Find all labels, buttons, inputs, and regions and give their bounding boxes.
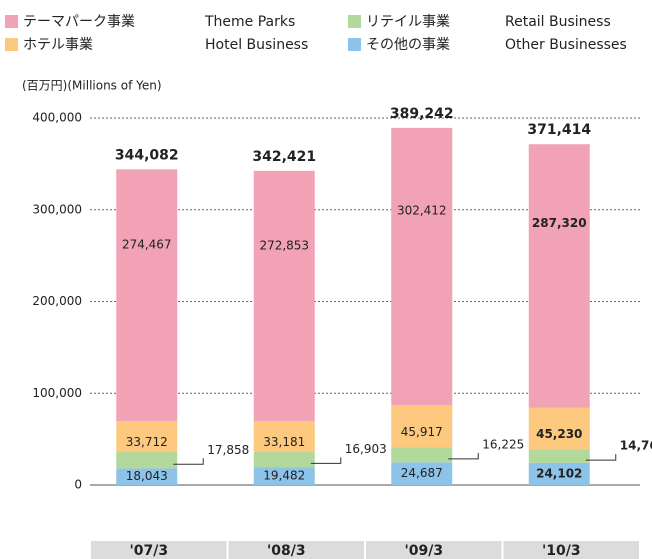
category-box <box>228 541 364 559</box>
legend-label: リテイル事業 <box>366 14 450 30</box>
bar-segment <box>116 468 178 485</box>
category-box <box>366 541 502 559</box>
bar-segment <box>391 447 453 463</box>
legend-label-en: Theme Parks <box>204 14 295 30</box>
value-label: 18,043 <box>126 469 168 483</box>
leader-line <box>585 454 617 461</box>
total-label: 342,421 <box>252 149 316 165</box>
legend-label-en: Other Businesses <box>505 37 627 53</box>
value-label: 19,482 <box>263 469 305 483</box>
bar-segment <box>116 452 178 469</box>
value-label: 16,903 <box>345 442 387 456</box>
value-label: 274,467 <box>122 237 172 251</box>
x-tick-label: '10/3 <box>542 543 581 559</box>
bar-segment <box>253 421 315 452</box>
leader-line <box>448 452 479 460</box>
y-tick-label: 400,000 <box>32 111 82 125</box>
total-label: 371,414 <box>527 122 591 138</box>
y-tick-label: 200,000 <box>32 294 82 308</box>
legend-label-en: Hotel Business <box>205 37 308 53</box>
x-tick-label: '09/3 <box>404 543 443 559</box>
legend-swatch <box>5 15 18 28</box>
legend-label: ホテル事業 <box>23 37 93 53</box>
value-label: 272,853 <box>259 238 309 252</box>
bar-segment <box>528 462 590 485</box>
value-label: 33,181 <box>263 435 305 449</box>
bar-segment <box>528 407 590 450</box>
legend-swatch <box>348 15 361 28</box>
bar-segment <box>116 169 178 422</box>
legend-label: テーマパーク事業 <box>23 14 135 30</box>
legend-swatch <box>5 38 18 51</box>
value-label: 14,760 <box>620 439 652 453</box>
total-label: 344,082 <box>115 147 179 163</box>
y-tick-label: 0 <box>74 478 82 492</box>
bar-segment <box>391 462 453 485</box>
legend-label: その他の事業 <box>366 37 450 53</box>
category-box <box>91 541 227 559</box>
bar-segment <box>528 449 590 463</box>
bar-segment <box>253 451 315 468</box>
value-label: 33,712 <box>126 435 168 449</box>
leader-line <box>310 457 342 464</box>
bar-segment <box>391 405 453 448</box>
bar-segment <box>253 170 315 422</box>
x-tick-label: '08/3 <box>267 543 306 559</box>
axis-label: (百万円)(Millions of Yen) <box>22 79 162 93</box>
bar-segment <box>116 421 178 453</box>
legend-swatch <box>348 38 361 51</box>
value-label: 302,412 <box>397 204 447 218</box>
value-label: 24,687 <box>401 466 443 480</box>
y-tick-label: 100,000 <box>32 386 82 400</box>
bar-segment <box>253 467 315 485</box>
total-label: 389,242 <box>390 106 454 122</box>
value-label: 45,230 <box>536 427 582 441</box>
value-label: 287,320 <box>532 216 587 230</box>
category-box <box>503 541 639 559</box>
value-label: 45,917 <box>401 425 443 439</box>
bar-segment <box>391 127 453 406</box>
value-label: 24,102 <box>536 466 582 480</box>
value-label: 16,225 <box>482 437 524 451</box>
x-tick-label: '07/3 <box>129 543 168 559</box>
legend-label-en: Retail Business <box>505 14 611 30</box>
bar-segment <box>528 144 590 408</box>
value-label: 17,858 <box>207 443 249 457</box>
y-tick-label: 300,000 <box>32 202 82 216</box>
leader-line <box>173 458 204 465</box>
